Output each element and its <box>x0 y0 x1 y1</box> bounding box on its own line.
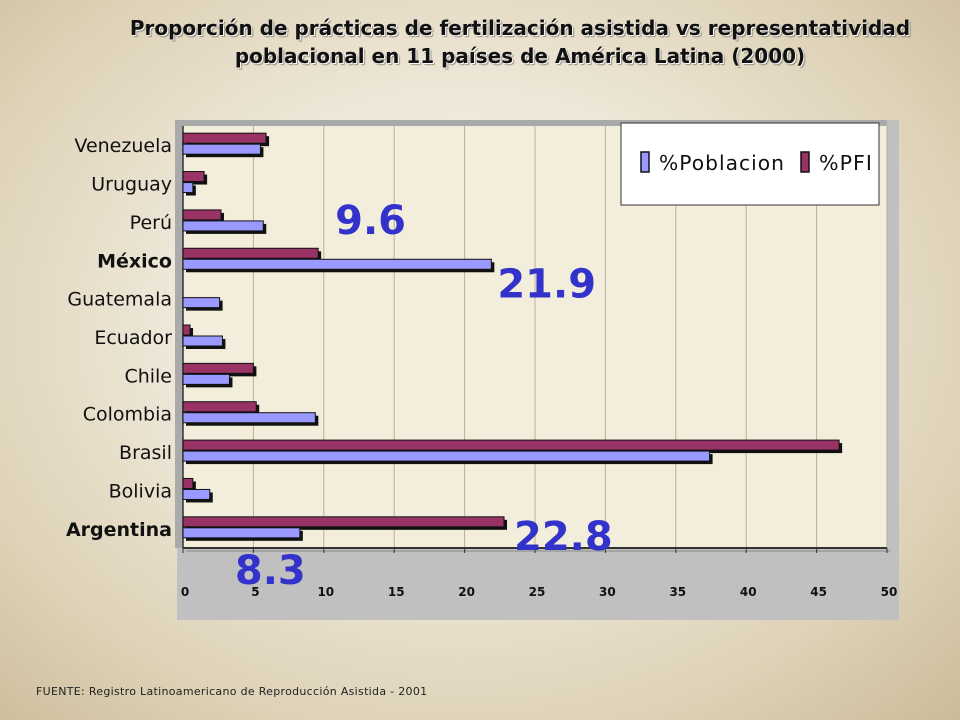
legend-label-pfi: %PFI <box>819 151 873 175</box>
legend-label-poblacion: %Poblacion <box>659 151 785 175</box>
bar-poblacion-argentina <box>182 527 301 539</box>
y-tick-label-peru: Perú <box>130 212 172 234</box>
bar-poblacion-bolivia <box>182 488 211 500</box>
x-tick-label: 40 <box>740 585 757 599</box>
bar-poblacion-uruguay <box>182 182 194 194</box>
x-tick-label: 5 <box>251 585 259 599</box>
legend-swatch-pfi <box>800 151 810 173</box>
annotation-mexico-poblacion: 21.9 <box>497 261 596 307</box>
bar-pfi-mexico <box>182 247 319 259</box>
y-tick-label-brasil: Brasil <box>119 442 172 464</box>
bar-pfi-argentina <box>182 516 505 528</box>
y-tick-label-uruguay: Uruguay <box>91 174 172 196</box>
bar-poblacion-brasil <box>182 450 711 462</box>
bar-poblacion-mexico <box>182 258 492 270</box>
bar-poblacion-colombia <box>182 412 316 424</box>
source-footer: FUENTE: Registro Latinoamericano de Repr… <box>36 685 428 698</box>
y-tick-label-colombia: Colombia <box>83 404 172 426</box>
bar-pfi-brasil <box>182 439 840 451</box>
bar-pfi-ecuador <box>182 324 191 336</box>
y-tick-label-bolivia: Bolivia <box>109 480 172 502</box>
bar-pfi-uruguay <box>182 171 205 183</box>
annotation-mexico-pfi: 9.6 <box>335 198 406 244</box>
chart-title-line-1: Proporción de prácticas de fertilización… <box>129 16 911 40</box>
y-tick-label-venezuela: Venezuela <box>74 135 172 157</box>
bar-pfi-colombia <box>182 401 257 413</box>
x-tick-label: 30 <box>599 585 616 599</box>
x-tick-label: 45 <box>810 585 827 599</box>
legend-box <box>620 122 880 206</box>
x-tick-label: 0 <box>181 585 189 599</box>
legend-swatch-poblacion <box>640 151 650 173</box>
bar-pfi-peru <box>182 209 222 221</box>
bar-poblacion-chile <box>182 373 230 385</box>
y-tick-label-ecuador: Ecuador <box>94 327 172 349</box>
bar-poblacion-venezuela <box>182 143 261 155</box>
y-tick-label-guatemala: Guatemala <box>67 289 172 311</box>
x-tick-label: 25 <box>529 585 546 599</box>
y-tick-label-chile: Chile <box>124 365 172 387</box>
annotation-argentina-poblacion: 8.3 <box>235 548 306 594</box>
x-tick-label: 10 <box>317 585 334 599</box>
bar-pfi-chile <box>182 362 254 374</box>
bar-poblacion-ecuador <box>182 335 223 347</box>
bar-pfi-bolivia <box>182 477 194 489</box>
bar-poblacion-peru <box>182 220 264 232</box>
chart-title-line-2: poblacional en 11 países de América Lati… <box>234 44 806 68</box>
chart-title: Proporción de prácticas de fertilización… <box>60 14 960 70</box>
x-tick-label: 20 <box>458 585 475 599</box>
bar-pfi-venezuela <box>182 132 267 144</box>
annotation-argentina-pfi: 22.8 <box>514 514 613 560</box>
y-tick-label-argentina: Argentina <box>66 519 172 541</box>
bar-poblacion-guatemala <box>182 297 221 309</box>
x-tick-label: 15 <box>388 585 405 599</box>
x-tick-label: 50 <box>881 585 898 599</box>
x-tick-label: 35 <box>669 585 686 599</box>
y-tick-label-mexico: México <box>97 250 172 272</box>
